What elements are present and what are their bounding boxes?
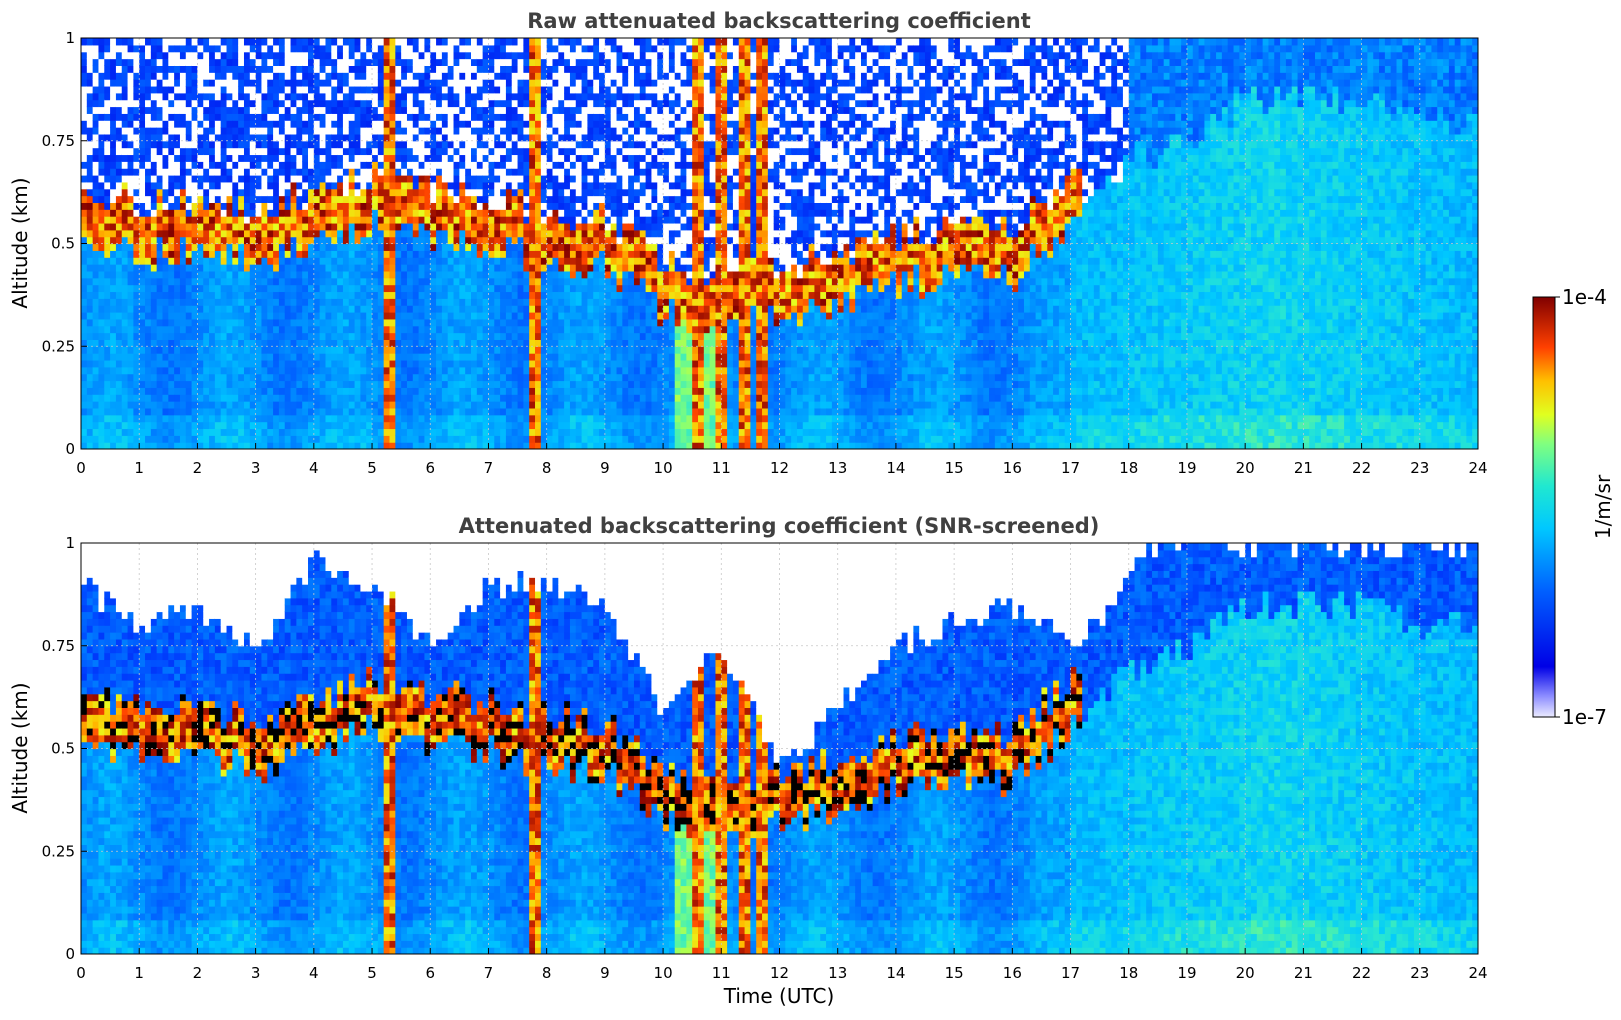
- x-tick-label: 20: [1236, 964, 1255, 982]
- x-tick-label: 1: [134, 964, 144, 982]
- y-tick-label: 0.5: [51, 235, 75, 253]
- x-tick-label: 7: [484, 459, 494, 477]
- colorbar-ticks: [1555, 296, 1560, 718]
- y-tick-label: 1: [65, 29, 75, 47]
- y-tick-label: 0.5: [51, 740, 75, 758]
- x-tick-label: 10: [654, 964, 673, 982]
- colorbar: 1e-4 1e-7 1/m/sr: [1532, 285, 1615, 729]
- panel-title-screened: Attenuated backscattering coefficient (S…: [459, 514, 1100, 538]
- y-tick-label: 0: [65, 440, 75, 458]
- x-tick-label: 18: [1119, 964, 1138, 982]
- x-tick-label: 1: [134, 459, 144, 477]
- x-tick-label: 0: [76, 459, 86, 477]
- x-tick-label: 16: [1003, 459, 1022, 477]
- ticks-screened: 0 1 2 3 4 5 6 7 8 9 10 11 12 13 14 15 16 17 18 19 20 21 22 23 24…: [42, 534, 1488, 982]
- colorbar-label: 1/m/sr: [1591, 474, 1615, 539]
- x-tick-label: 12: [770, 964, 789, 982]
- x-tick-label: 19: [1177, 459, 1196, 477]
- x-tick-label: 14: [886, 964, 905, 982]
- x-tick-label: 22: [1352, 459, 1371, 477]
- x-tick-label: 16: [1003, 964, 1022, 982]
- y-axis-label-screened: Altitude (km): [8, 682, 32, 813]
- panel-title-raw: Raw attenuated backscattering coefficien…: [527, 9, 1031, 33]
- x-tick-label: 5: [367, 459, 377, 477]
- x-tick-label: 7: [484, 964, 494, 982]
- x-tick-label: 8: [542, 964, 552, 982]
- x-tick-label: 8: [542, 459, 552, 477]
- x-tick-label: 4: [309, 459, 319, 477]
- y-axis-label-raw: Altitude (km): [8, 177, 32, 308]
- x-tick-label: 17: [1061, 459, 1080, 477]
- x-tick-label: 20: [1236, 459, 1255, 477]
- y-tick-label: 1: [65, 534, 75, 552]
- colorbar-max-label: 1e-4: [1562, 285, 1607, 309]
- colorbar-min-label: 1e-7: [1562, 705, 1607, 729]
- x-axis-label: Time (UTC): [723, 984, 835, 1008]
- x-tick-label: 5: [367, 964, 377, 982]
- x-tick-label: 11: [712, 964, 731, 982]
- ticks-raw: 0 1 2 3 4 5 6 7 8 9 10 11 12 13 14 15 16 17 18 19 20 21 22 23 24…: [42, 29, 1488, 477]
- heatmap-raw: [81, 38, 1478, 449]
- x-tick-label: 21: [1294, 964, 1313, 982]
- x-tick-label: 22: [1352, 964, 1371, 982]
- grid-raw: [81, 38, 1478, 449]
- x-tick-label: 6: [425, 964, 435, 982]
- x-tick-label: 9: [600, 964, 610, 982]
- y-tick-label: 0: [65, 945, 75, 963]
- y-tick-label: 0.75: [42, 132, 75, 150]
- x-tick-label: 12: [770, 459, 789, 477]
- x-tick-label: 0: [76, 964, 86, 982]
- x-tick-label: 24: [1468, 459, 1487, 477]
- x-tick-label: 2: [193, 964, 203, 982]
- y-tick-label: 0.75: [42, 637, 75, 655]
- x-tick-label: 13: [828, 459, 847, 477]
- y-tick-label: 0.25: [42, 337, 75, 355]
- x-tick-label: 19: [1177, 964, 1196, 982]
- x-tick-label: 11: [712, 459, 731, 477]
- x-tick-label: 14: [886, 459, 905, 477]
- x-tick-label: 13: [828, 964, 847, 982]
- colorbar-gradient: [1532, 296, 1556, 718]
- x-tick-label: 3: [251, 964, 261, 982]
- x-tick-label: 18: [1119, 459, 1138, 477]
- panel-screened: Attenuated backscattering coefficient (S…: [8, 514, 1488, 1008]
- x-tick-label: 4: [309, 964, 319, 982]
- x-tick-label: 15: [945, 459, 964, 477]
- x-tick-label: 3: [251, 459, 261, 477]
- x-tick-label: 9: [600, 459, 610, 477]
- x-tick-label: 17: [1061, 964, 1080, 982]
- x-tick-label: 6: [425, 459, 435, 477]
- x-tick-label: 23: [1410, 964, 1429, 982]
- y-tick-label: 0.25: [42, 842, 75, 860]
- x-tick-label: 15: [945, 964, 964, 982]
- x-tick-label: 23: [1410, 459, 1429, 477]
- x-tick-label: 2: [193, 459, 203, 477]
- x-tick-label: 24: [1468, 964, 1487, 982]
- panel-raw: Raw attenuated backscattering coefficien…: [8, 9, 1488, 477]
- x-tick-label: 21: [1294, 459, 1313, 477]
- x-tick-label: 10: [654, 459, 673, 477]
- grid-screened: [81, 543, 1478, 954]
